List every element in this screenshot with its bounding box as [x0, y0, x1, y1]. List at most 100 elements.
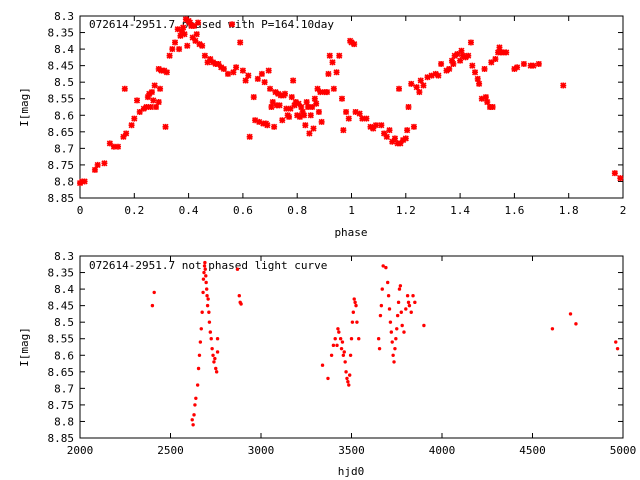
x-tick-label: 4500: [519, 444, 546, 457]
data-point: [143, 103, 150, 111]
data-point: [406, 300, 411, 305]
data-point: [177, 32, 184, 39]
data-point: [396, 300, 401, 305]
data-point: [350, 320, 355, 324]
data-point: [192, 413, 196, 417]
y-tick-label: 8.65: [48, 126, 75, 139]
data-point: [246, 133, 253, 140]
plot-frame: [79, 255, 624, 439]
data-point: [409, 310, 413, 314]
data-point: [338, 337, 343, 341]
data-point: [392, 360, 396, 364]
data-point: [378, 122, 385, 129]
data-point: [204, 274, 208, 278]
data-point: [214, 366, 218, 371]
data-point: [287, 105, 294, 112]
data-point: [395, 313, 400, 318]
data-point: [386, 294, 391, 298]
data-point: [345, 115, 352, 122]
data-point: [203, 267, 207, 271]
x-axis-label: phase: [334, 226, 367, 239]
data-point: [306, 130, 313, 137]
data-point: [166, 52, 173, 59]
data-point: [484, 98, 491, 106]
data-point: [151, 82, 158, 89]
data-point: [405, 103, 412, 111]
data-point: [114, 143, 122, 150]
data-point: [378, 313, 383, 318]
data-point: [198, 340, 203, 344]
data-point: [237, 39, 244, 46]
data-point: [191, 423, 195, 427]
x-tick-label: 1.8: [559, 204, 579, 217]
data-point: [265, 67, 272, 74]
data-point: [307, 112, 314, 119]
data-point: [171, 39, 179, 46]
data-point: [207, 320, 212, 324]
y-tick-label: 8.3: [54, 10, 74, 23]
data-point: [269, 98, 276, 106]
x-tick-label: 4000: [429, 444, 456, 457]
data-point: [417, 77, 424, 84]
data-point: [568, 312, 573, 316]
data-point: [288, 94, 295, 101]
data-point: [110, 143, 118, 150]
data-point: [391, 135, 399, 142]
data-point: [266, 85, 274, 92]
data-point: [163, 69, 170, 76]
y-tick-label: 8.8: [54, 175, 74, 188]
data-point: [204, 59, 211, 66]
data-point: [454, 50, 461, 58]
x-tick-label: 1.2: [396, 204, 416, 217]
data-point: [320, 363, 325, 367]
data-point: [330, 85, 337, 92]
data-point: [200, 310, 204, 314]
data-point: [194, 396, 198, 400]
data-point: [356, 110, 363, 117]
data-point: [349, 337, 354, 341]
data-point: [422, 323, 426, 328]
data-point: [333, 69, 340, 76]
data-point: [181, 31, 188, 38]
data-point: [318, 118, 325, 125]
data-point: [290, 77, 297, 84]
data-point: [372, 122, 380, 129]
data-point: [310, 125, 317, 132]
data-point: [317, 89, 324, 96]
data-point: [407, 303, 412, 308]
unphased-light-curve-panel: 072614-2951.7 not phased light curve hjd…: [18, 250, 636, 478]
data-point: [152, 290, 156, 295]
data-point: [352, 108, 359, 116]
data-point: [239, 302, 243, 306]
data-point: [208, 330, 213, 334]
data-point: [342, 350, 346, 354]
x-tick-label: 2: [620, 204, 627, 217]
data-point: [474, 75, 481, 82]
data-point: [195, 19, 202, 26]
data-point: [261, 79, 268, 86]
data-point: [189, 34, 196, 41]
data-point: [344, 370, 348, 374]
data-point: [205, 294, 209, 298]
data-point: [228, 21, 236, 28]
data-point: [404, 127, 411, 134]
data-points: [150, 260, 620, 427]
data-point: [376, 337, 381, 341]
data-point: [315, 108, 322, 116]
data-point: [204, 280, 208, 285]
data-point: [457, 57, 464, 64]
data-point: [387, 307, 392, 311]
data-point: [81, 178, 88, 185]
data-point: [254, 75, 261, 82]
data-point: [398, 284, 403, 288]
data-point: [101, 160, 108, 167]
data-point: [121, 85, 128, 92]
data-point: [106, 140, 113, 147]
data-point: [123, 130, 130, 137]
y-tick-label: 8.4: [54, 43, 74, 56]
y-tick-label: 8.5: [54, 76, 74, 89]
data-point: [617, 175, 624, 182]
data-point: [514, 64, 521, 71]
data-point: [296, 113, 303, 120]
data-point: [176, 46, 183, 53]
